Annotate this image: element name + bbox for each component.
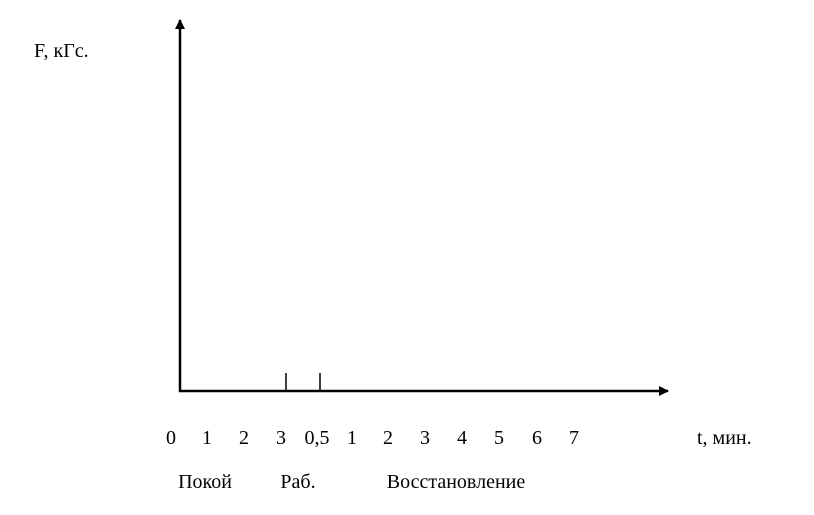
x-tick-label: 1: [347, 427, 357, 449]
x-tick-label: 5: [494, 427, 504, 449]
y-axis-label: F, кГс.: [34, 40, 89, 62]
x-tick-label: 4: [457, 427, 467, 449]
phase-label: Раб.: [280, 471, 315, 493]
x-tick-label: 3: [276, 427, 286, 449]
x-tick-label: 0,5: [305, 427, 330, 449]
x-tick-label: 2: [383, 427, 393, 449]
phase-label: Покой: [178, 471, 232, 493]
x-tick-label: 2: [239, 427, 249, 449]
x-tick-label: 1: [202, 427, 212, 449]
x-tick-label: 0: [166, 427, 176, 449]
phase-label: Восстановление: [387, 471, 526, 493]
x-tick-label: 3: [420, 427, 430, 449]
x-axis-label: t, мин.: [697, 427, 752, 449]
x-tick-label: 7: [569, 427, 579, 449]
x-tick-label: 6: [532, 427, 542, 449]
